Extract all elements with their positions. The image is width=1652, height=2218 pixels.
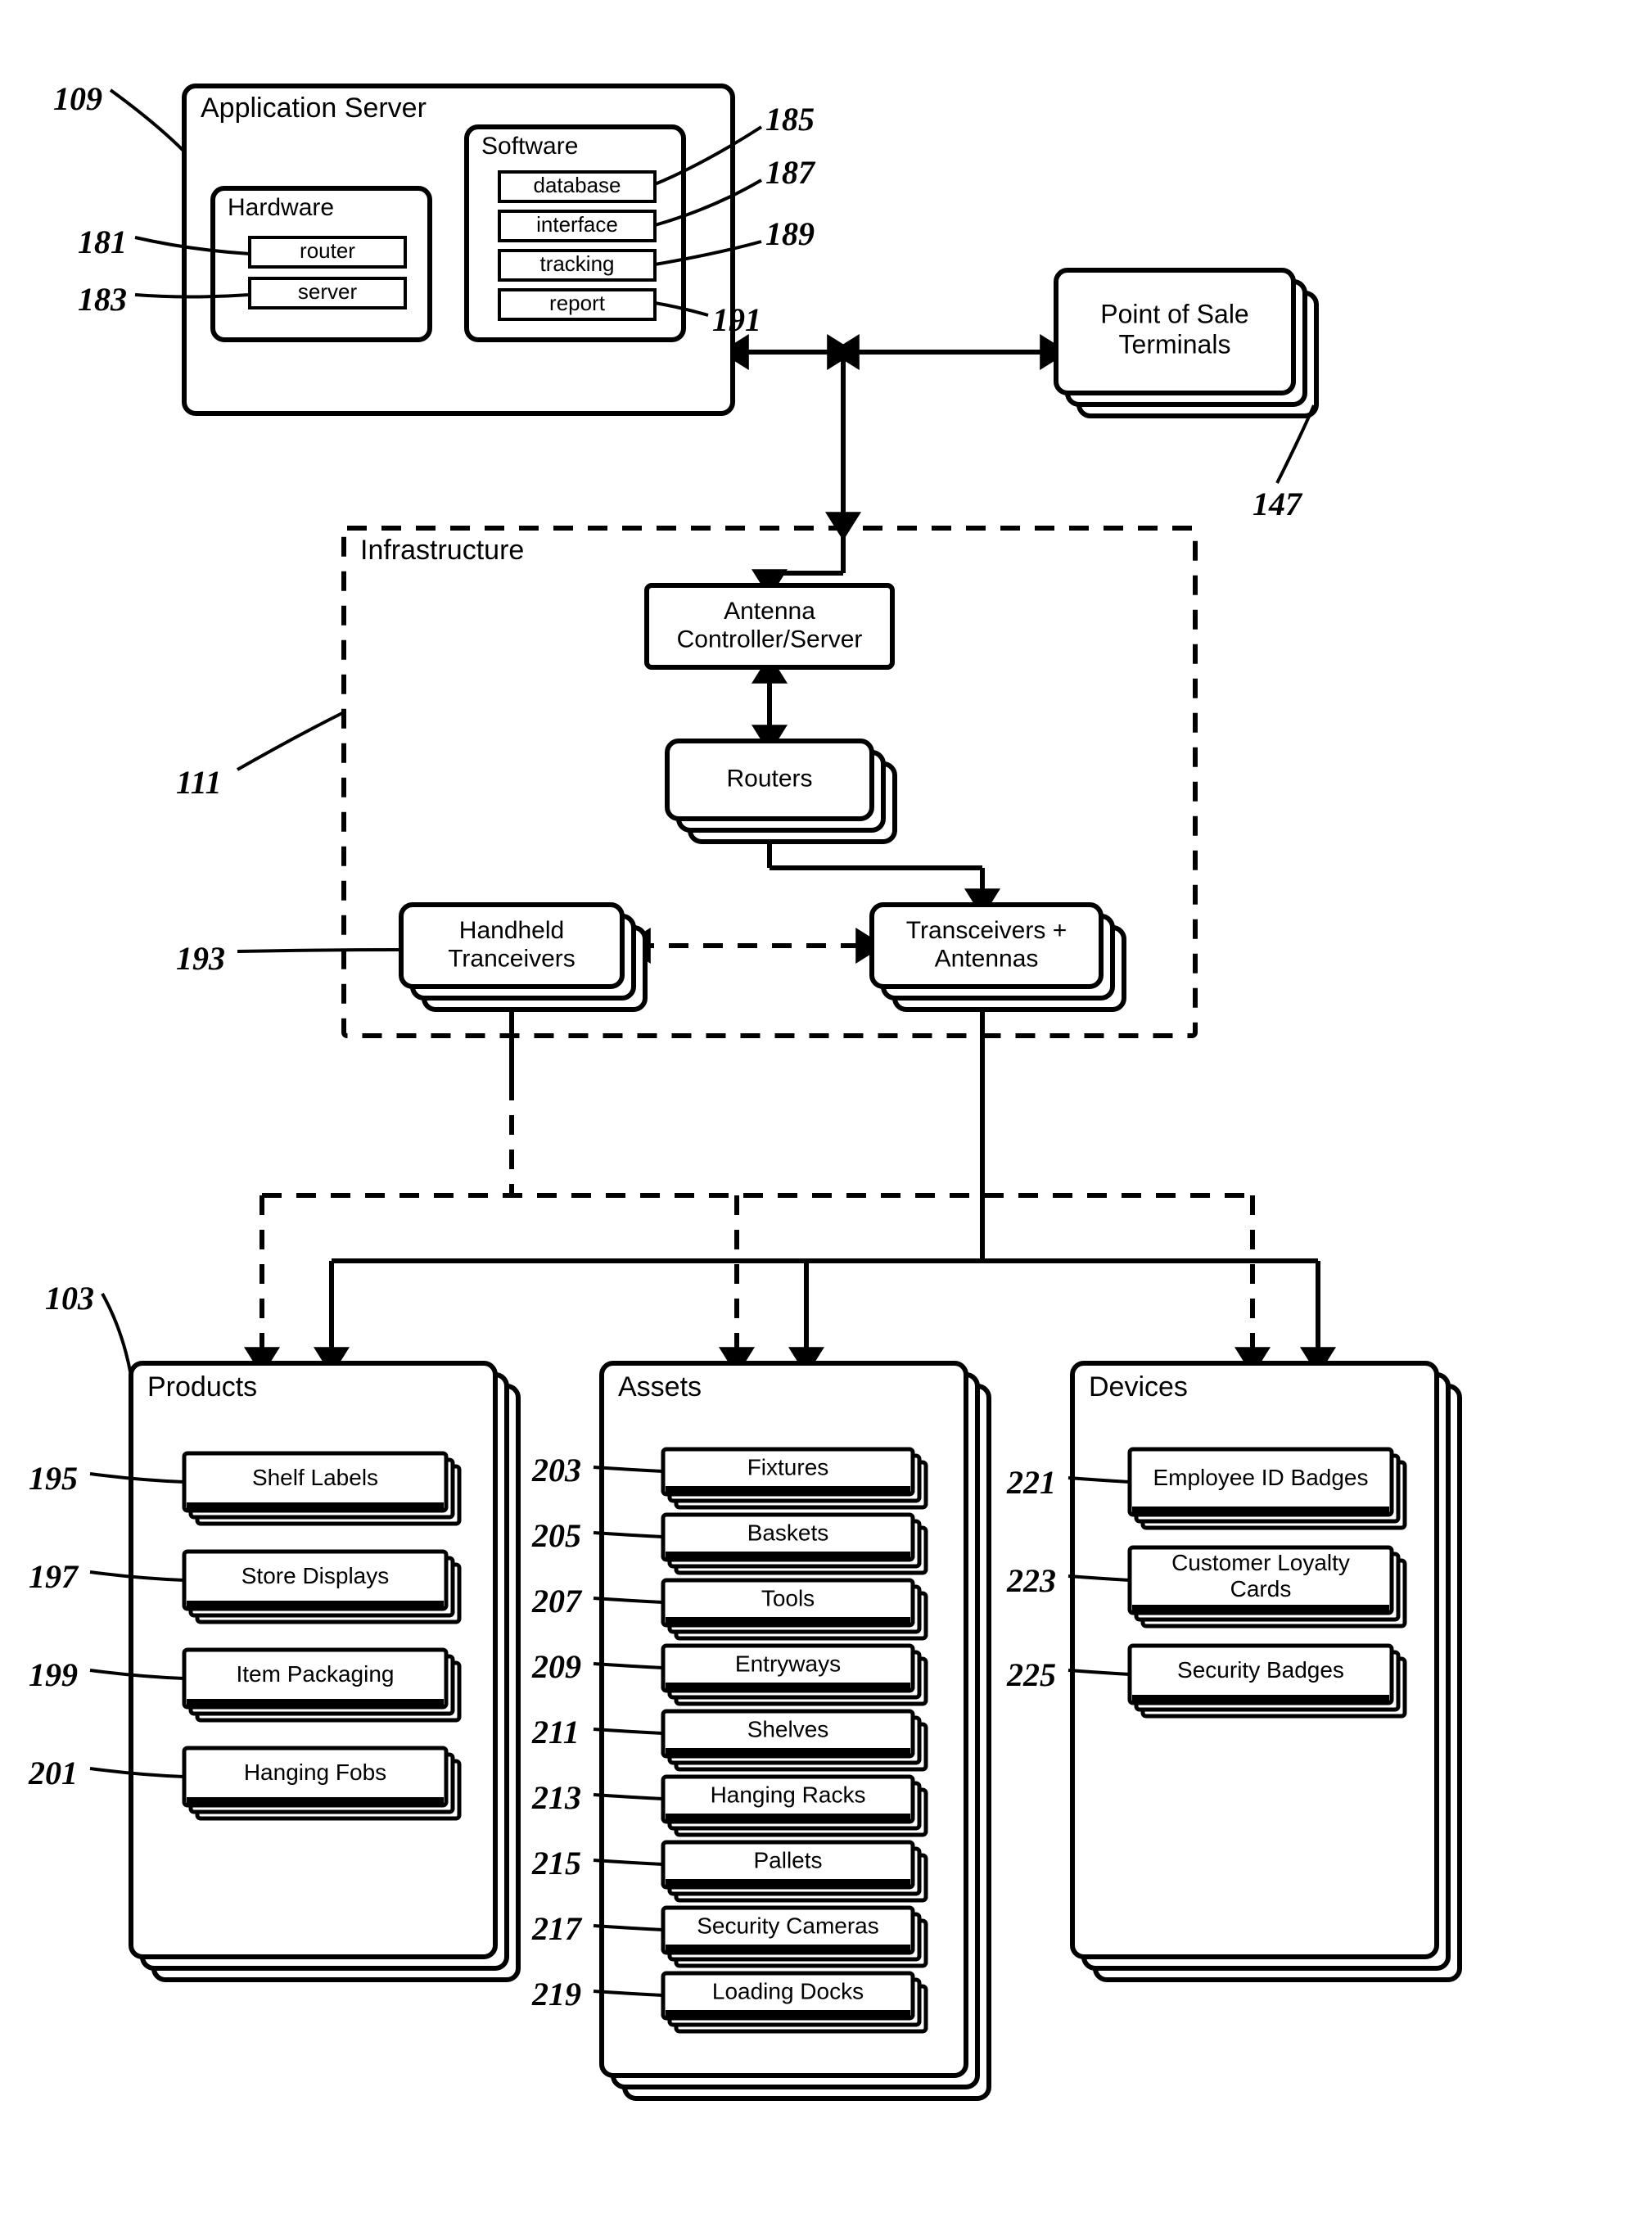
svg-text:tracking: tracking (539, 251, 614, 276)
ref-201: 201 (28, 1755, 78, 1791)
svg-text:Tools: Tools (761, 1586, 815, 1611)
ref-213: 213 (531, 1779, 581, 1816)
ref-205: 205 (531, 1517, 581, 1554)
svg-text:router: router (300, 238, 355, 263)
ref-221: 221 (1006, 1464, 1056, 1501)
svg-text:Loading Docks: Loading Docks (712, 1979, 864, 2004)
ref-223: 223 (1006, 1562, 1056, 1599)
svg-text:Application Server: Application Server (201, 93, 427, 124)
ref-185: 185 (765, 101, 815, 138)
ref-111: 111 (176, 764, 222, 801)
svg-text:Entryways: Entryways (735, 1651, 841, 1677)
ref-219: 219 (531, 1976, 581, 2012)
svg-text:Products: Products (147, 1371, 257, 1403)
svg-text:Point of SaleTerminals: Point of SaleTerminals (1100, 300, 1248, 359)
svg-text:Shelves: Shelves (747, 1717, 829, 1742)
ref-103: 103 (45, 1280, 94, 1317)
svg-text:database: database (534, 173, 621, 197)
ref-147: 147 (1253, 486, 1303, 522)
ref-197: 197 (29, 1558, 79, 1595)
svg-text:Employee ID Badges: Employee ID Badges (1153, 1465, 1368, 1490)
svg-text:Security Cameras: Security Cameras (697, 1913, 879, 1939)
svg-text:Item Packaging: Item Packaging (237, 1661, 395, 1687)
ref-195: 195 (29, 1460, 78, 1497)
svg-text:report: report (549, 291, 606, 315)
ref-199: 199 (29, 1656, 78, 1693)
svg-text:Devices: Devices (1089, 1371, 1188, 1403)
svg-text:Hanging Fobs: Hanging Fobs (244, 1759, 386, 1785)
svg-text:Infrastructure: Infrastructure (360, 535, 524, 566)
ref-225: 225 (1006, 1656, 1056, 1693)
svg-text:Pallets: Pallets (753, 1848, 822, 1873)
ref-191: 191 (712, 301, 761, 338)
svg-text:Shelf Labels: Shelf Labels (252, 1465, 378, 1490)
ref-211: 211 (531, 1714, 580, 1750)
ref-181: 181 (78, 224, 127, 260)
ref-207: 207 (531, 1583, 583, 1619)
svg-text:Security Badges: Security Badges (1177, 1657, 1344, 1683)
ref-215: 215 (531, 1845, 581, 1881)
svg-text:Hardware: Hardware (228, 194, 334, 221)
svg-text:Software: Software (481, 133, 578, 160)
ref-183: 183 (78, 281, 127, 318)
ref-203: 203 (531, 1452, 581, 1488)
ref-217: 217 (531, 1910, 583, 1947)
ref-109: 109 (53, 80, 102, 117)
diagram-root: Application Server Hardware router server So… (0, 0, 1652, 2218)
svg-text:Baskets: Baskets (747, 1520, 829, 1546)
svg-text:interface: interface (536, 212, 618, 237)
svg-text:Fixtures: Fixtures (747, 1455, 829, 1480)
svg-text:Hanging Racks: Hanging Racks (711, 1782, 866, 1808)
svg-text:server: server (298, 279, 358, 304)
svg-text:Store Displays: Store Displays (241, 1563, 390, 1588)
ref-209: 209 (531, 1648, 581, 1685)
ref-193: 193 (176, 940, 225, 977)
svg-text:Routers: Routers (726, 765, 812, 792)
ref-189: 189 (765, 215, 815, 252)
ref-187: 187 (765, 154, 816, 191)
svg-text:Assets: Assets (618, 1371, 702, 1403)
svg-text:HandheldTranceivers: HandheldTranceivers (448, 917, 575, 973)
